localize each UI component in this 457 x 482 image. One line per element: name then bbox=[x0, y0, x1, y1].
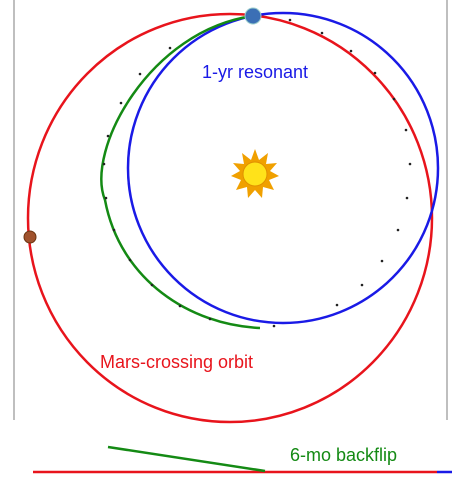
trajectory-dots bbox=[102, 18, 412, 328]
mars-crossing-label: Mars-crossing orbit bbox=[100, 352, 253, 372]
sun bbox=[231, 149, 279, 198]
earth bbox=[244, 7, 262, 25]
backflip-orbit bbox=[100, 14, 261, 330]
mars-crossing-orbit bbox=[26, 12, 434, 424]
resonant-label: 1-yr resonant bbox=[202, 62, 308, 82]
backflip-edge-on bbox=[107, 445, 266, 473]
mars bbox=[23, 230, 37, 244]
backflip-label: 6-mo backflip bbox=[290, 445, 397, 465]
resonant-orbit bbox=[126, 11, 440, 325]
